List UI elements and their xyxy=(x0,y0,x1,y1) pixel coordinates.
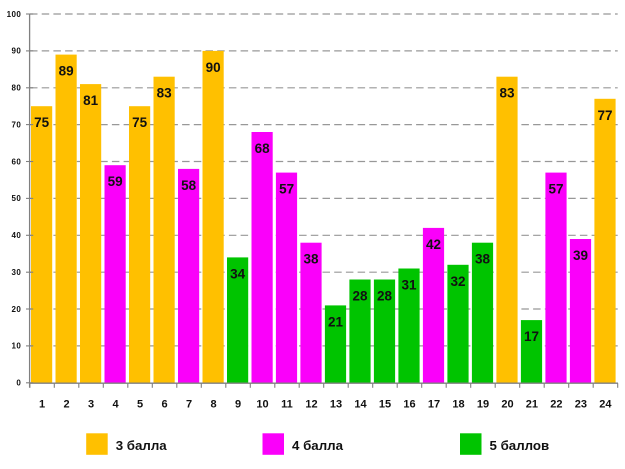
svg-text:57: 57 xyxy=(279,182,294,197)
svg-text:83: 83 xyxy=(499,86,515,101)
svg-text:58: 58 xyxy=(181,178,197,193)
svg-text:32: 32 xyxy=(450,274,465,289)
svg-text:6: 6 xyxy=(161,399,167,411)
svg-text:39: 39 xyxy=(573,248,588,263)
svg-text:70: 70 xyxy=(11,120,21,129)
svg-text:8: 8 xyxy=(210,399,216,411)
svg-text:15: 15 xyxy=(379,399,391,411)
svg-text:5: 5 xyxy=(137,399,143,411)
svg-text:31: 31 xyxy=(401,278,417,293)
svg-text:68: 68 xyxy=(255,141,271,156)
svg-text:7: 7 xyxy=(186,399,192,411)
svg-text:38: 38 xyxy=(475,252,491,267)
svg-text:75: 75 xyxy=(132,115,148,130)
svg-text:40: 40 xyxy=(11,231,21,240)
svg-text:83: 83 xyxy=(157,86,173,101)
svg-text:10: 10 xyxy=(256,399,268,411)
svg-text:30: 30 xyxy=(11,268,21,277)
svg-text:21: 21 xyxy=(328,314,344,329)
svg-text:0: 0 xyxy=(16,379,21,388)
svg-text:16: 16 xyxy=(403,399,415,411)
svg-text:5 баллов: 5 баллов xyxy=(490,438,550,453)
svg-text:20: 20 xyxy=(11,305,21,314)
svg-text:34: 34 xyxy=(230,266,246,281)
svg-text:42: 42 xyxy=(426,237,441,252)
svg-text:13: 13 xyxy=(330,399,342,411)
svg-text:90: 90 xyxy=(11,47,21,56)
svg-text:75: 75 xyxy=(34,115,50,130)
svg-text:18: 18 xyxy=(452,399,464,411)
svg-text:19: 19 xyxy=(477,399,489,411)
svg-text:80: 80 xyxy=(11,84,21,93)
svg-text:100: 100 xyxy=(7,10,22,19)
svg-text:81: 81 xyxy=(83,93,99,108)
svg-text:4: 4 xyxy=(112,399,119,411)
svg-text:2: 2 xyxy=(63,399,69,411)
svg-text:50: 50 xyxy=(11,194,21,203)
svg-text:89: 89 xyxy=(59,64,74,79)
svg-text:12: 12 xyxy=(305,399,317,411)
svg-text:23: 23 xyxy=(575,399,587,411)
svg-text:60: 60 xyxy=(11,157,21,166)
svg-text:38: 38 xyxy=(303,252,319,267)
svg-text:14: 14 xyxy=(354,399,367,411)
svg-text:9: 9 xyxy=(235,399,241,411)
svg-text:24: 24 xyxy=(599,399,612,411)
svg-text:3 балла: 3 балла xyxy=(116,438,168,453)
svg-text:21: 21 xyxy=(526,399,538,411)
svg-text:90: 90 xyxy=(206,60,221,75)
svg-text:4 балла: 4 балла xyxy=(292,438,344,453)
svg-text:28: 28 xyxy=(352,289,368,304)
svg-text:77: 77 xyxy=(597,108,612,123)
svg-text:22: 22 xyxy=(550,399,562,411)
svg-text:59: 59 xyxy=(108,174,123,189)
svg-text:28: 28 xyxy=(377,289,393,304)
svg-text:17: 17 xyxy=(524,329,539,344)
svg-text:11: 11 xyxy=(281,399,293,411)
svg-text:57: 57 xyxy=(548,182,563,197)
svg-text:20: 20 xyxy=(501,399,513,411)
svg-text:1: 1 xyxy=(39,399,45,411)
svg-text:17: 17 xyxy=(428,399,440,411)
svg-text:10: 10 xyxy=(11,342,21,351)
svg-text:3: 3 xyxy=(88,399,94,411)
